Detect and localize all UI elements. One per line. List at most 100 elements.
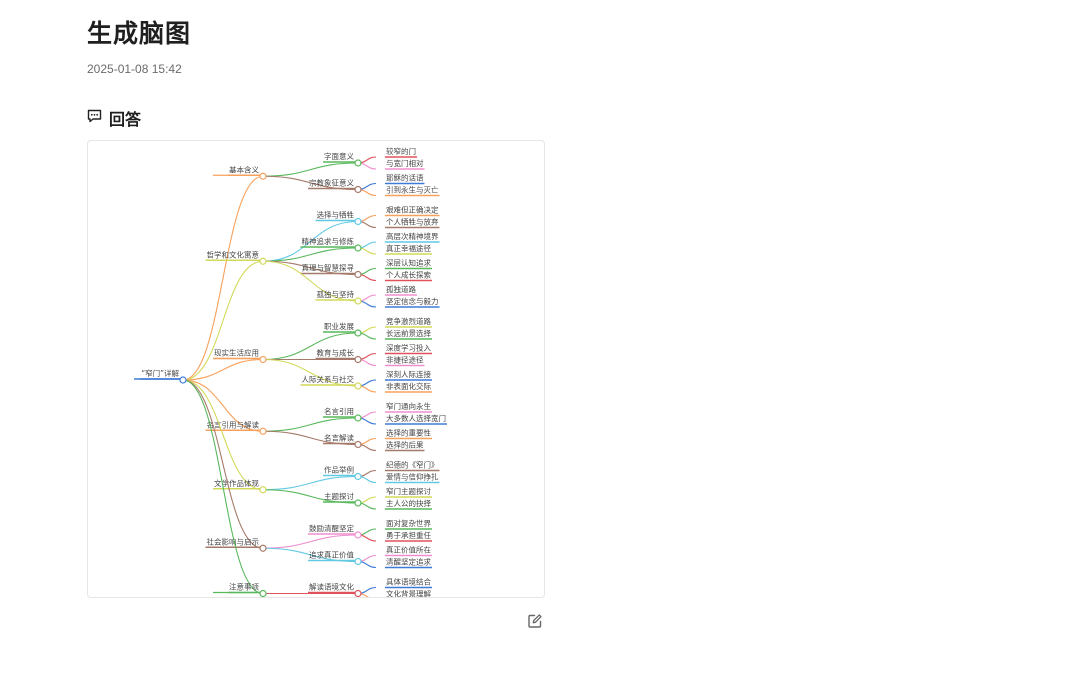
- mindmap-leaf-label: 爱情与信仰挣扎: [386, 472, 439, 482]
- mindmap-sub-node: [354, 414, 362, 422]
- mindmap-leaf-label: 深度学习投入: [386, 343, 431, 353]
- mindmap-leaf-label: 窄门通向永生: [386, 401, 431, 411]
- mindmap-branch-edge: [182, 358, 264, 381]
- mindmap-leaf-label: 非表面化交际: [386, 381, 431, 391]
- mindmap-sub-label: 宗教象征意义: [309, 178, 354, 188]
- mindmap-sub-label: 精神追求与修炼: [302, 236, 355, 246]
- mindmap-sub-node: [354, 355, 362, 364]
- mindmap-branch-edge: [182, 379, 264, 432]
- mindmap-leaf-label: 引到永生与灭亡: [386, 185, 439, 195]
- timestamp: 2025-01-08 15:42: [87, 62, 182, 76]
- mindmap-root-node: [179, 376, 187, 384]
- comment-icon: [87, 109, 102, 128]
- mindmap-leaf-label: 面对复杂世界: [386, 518, 431, 528]
- mindmap-leaf-label: 坚定信念与毅力: [386, 296, 439, 306]
- mindmap-sub-node: [354, 244, 362, 252]
- mindmap-sub-edge: [262, 247, 359, 262]
- edit-icon[interactable]: [527, 613, 543, 629]
- mindmap-branch-label: 现实生活应用: [214, 348, 259, 358]
- mindmap-sub-edge: [262, 417, 359, 432]
- mindmap-leaf-label: 艰难但正确决定: [386, 205, 439, 215]
- mindmap-leaf-label: 选择的重要性: [386, 428, 431, 438]
- mindmap-sub-node: [354, 499, 362, 507]
- answer-header: 回答: [87, 106, 141, 130]
- mindmap-sub-node: [354, 185, 362, 194]
- mindmap-leaf-label: 耶稣的话语: [386, 173, 424, 183]
- mindmap-sub-label: 职业发展: [324, 321, 354, 331]
- mindmap-branch-node: [259, 589, 267, 597]
- mindmap-leaf-label: 大多数人选择宽门: [386, 413, 446, 423]
- mindmap-sub-edge: [262, 332, 359, 361]
- mindmap-branch-edge: [182, 175, 264, 381]
- mindmap-branch-label: 基本含义: [229, 164, 259, 174]
- mindmap-leaf-label: 真正幸福途径: [386, 243, 431, 253]
- mindmap-leaf-label: 竞争激烈道路: [386, 316, 431, 326]
- mindmap-branch-label: 哲学和文化寓意: [207, 249, 260, 259]
- mindmap-sub-node: [354, 589, 362, 597]
- mindmap-sub-node: [354, 440, 362, 449]
- mindmap-leaf-label: 高层次精神境界: [386, 231, 439, 241]
- mindmap-leaf-label: 文化背景理解: [386, 589, 431, 598]
- mindmap-branch-edge: [182, 379, 264, 595]
- mindmap-sub-node: [354, 270, 362, 279]
- mindmap-leaf-label: 深刻人际连接: [386, 369, 431, 379]
- mindmap-branch-label: 名言引用与解读: [207, 419, 260, 429]
- mindmap-sub-label: 追求真正价值: [309, 550, 354, 560]
- mindmap-sub-edge: [262, 534, 359, 549]
- mindmap-card[interactable]: “窄门”详解 基本含义 字面意义 较窄的门与宽门相对宗教象征意义 耶稣的话语引到永生与灭…: [87, 140, 545, 598]
- mindmap-sub-edge: [262, 475, 359, 491]
- mindmap-leaf-label: 具体语境结合: [386, 577, 431, 587]
- mindmap-sub-label: 名言解读: [324, 433, 354, 443]
- mindmap-sub-label: 解读语境文化: [309, 582, 354, 592]
- mindmap-leaf-label: 窄门主题探讨: [386, 486, 431, 496]
- page-title: 生成脑图: [87, 19, 192, 48]
- mindmap-sub-node: [354, 472, 362, 481]
- mindmap-branch-label: 注意事项: [229, 582, 259, 592]
- mindmap-leaf-label: 较窄的门: [386, 146, 416, 156]
- mindmap-leaf-label: 非捷径途径: [386, 355, 424, 365]
- answer-title: 回答: [109, 110, 142, 129]
- mindmap-leaf-label: 主人公的抉择: [386, 498, 431, 508]
- mindmap-sub-edge: [262, 162, 359, 177]
- mindmap-sub-node: [354, 382, 362, 390]
- mindmap-branch-node: [259, 172, 267, 180]
- mindmap-leaf-label: 个人牺牲与放弃: [386, 217, 439, 227]
- mindmap-sub-label: 字面意义: [324, 151, 354, 161]
- mindmap-leaf-label: 孤独道路: [386, 284, 416, 294]
- mindmap-sub-edge: [262, 220, 359, 262]
- mindmap-sub-label: 鼓励清醒坚定: [309, 523, 354, 533]
- mindmap-branch-edge: [182, 379, 264, 491]
- mindmap-branch-node: [259, 355, 267, 364]
- mindmap-leaf-label: 与宽门相对: [386, 158, 424, 168]
- mindmap-sub-node: [354, 557, 362, 566]
- mindmap-sub-node: [354, 217, 362, 226]
- mindmap-sub-node: [354, 329, 362, 337]
- mindmap-leaf-label: 真正价值所在: [386, 545, 431, 555]
- mindmap-sub-label: 名言引用: [324, 406, 354, 416]
- mindmap-branch-node: [259, 427, 267, 435]
- mindmap-sub-label: 真理与智慧探寻: [302, 263, 355, 273]
- mindmap-sub-node: [354, 159, 362, 167]
- mindmap-leaf-label: 纪德的《窄门》: [386, 460, 439, 470]
- mindmap-branch-label: 文学作品体现: [214, 478, 259, 488]
- mindmap-branch-node: [259, 257, 267, 265]
- mindmap-sub-label: 孤独与坚持: [317, 289, 355, 299]
- mindmap-sub-node: [354, 297, 362, 305]
- mindmap-leaf-label: 选择的后果: [386, 440, 424, 450]
- mindmap-branch-edge: [182, 379, 264, 549]
- mindmap-sub-label: 人际关系与社交: [302, 374, 355, 384]
- mindmap-branch-node: [259, 544, 267, 552]
- mindmap-branch-node: [259, 486, 267, 494]
- mindmap-branch-edge: [182, 260, 264, 381]
- mindmap-leaf-label: 勇于承担重任: [386, 530, 431, 540]
- mindmap-root: “窄门”详解: [141, 368, 179, 378]
- mindmap-sub-label: 教育与成长: [317, 348, 355, 358]
- mindmap-leaf-label: 清醒坚定追求: [386, 557, 431, 567]
- mindmap-sub-node: [354, 531, 362, 539]
- mindmap-leaf-label: 长远前景选择: [386, 328, 431, 338]
- mindmap-leaf-label: 个人成长探索: [386, 270, 431, 280]
- mindmap-sub-label: 作品举例: [324, 465, 354, 475]
- mindmap-branch-label: 社会影响与启示: [207, 536, 260, 546]
- mindmap-leaf-label: 深层认知追求: [386, 258, 431, 268]
